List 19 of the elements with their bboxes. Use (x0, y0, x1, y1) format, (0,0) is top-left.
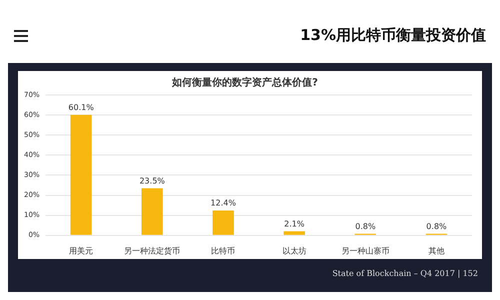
data-label: 2.1% (284, 219, 305, 228)
text: 13%用比特币衡量投资价值 (300, 26, 486, 45)
x-tick-label: 比特币 (211, 246, 236, 256)
data-label: 60.1% (68, 102, 94, 112)
x-tick-label: 用美元 (69, 246, 94, 256)
data-label: 0.8% (426, 222, 448, 231)
x-tick-label: 其他 (428, 246, 444, 256)
x-tick-label: 以太坊 (282, 246, 306, 256)
x-tick-label: 另一种法定货币 (124, 246, 180, 256)
text: State of Blockchain – Q4 2017 | 152 (331, 268, 479, 278)
bar (70, 114, 92, 235)
x-tick-label: 另一种山寨币 (341, 246, 390, 256)
data-label: 23.5% (139, 176, 166, 186)
data-label: 12.4% (210, 198, 236, 208)
bar (212, 210, 234, 235)
bar (284, 231, 305, 235)
chart-title: 如何衡量你的数字资产总体价值? (171, 76, 318, 89)
bar (142, 188, 163, 235)
data-label: 0.8% (355, 222, 376, 231)
